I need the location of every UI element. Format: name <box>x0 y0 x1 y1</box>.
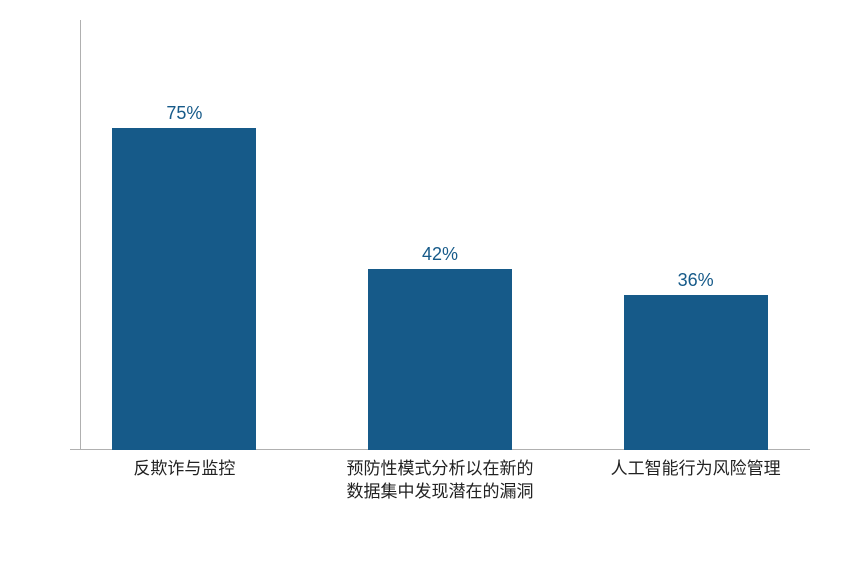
chart-plot-area: 75% 42% 36% <box>80 20 800 450</box>
bar-group-2: 36% <box>624 270 768 450</box>
category-label-2: 人工智能行为风险管理 <box>595 458 797 481</box>
bar-value-2: 36% <box>678 270 714 291</box>
bar-2 <box>624 295 768 450</box>
bar-group-0: 75% <box>112 103 256 451</box>
plot-region: 75% 42% 36% <box>80 20 800 450</box>
category-label-0: 反欺诈与监控 <box>84 458 286 481</box>
bar-1 <box>368 269 512 450</box>
category-label-1: 预防性模式分析以在新的数据集中发现潜在的漏洞 <box>339 458 541 504</box>
bar-0 <box>112 128 256 451</box>
bar-value-0: 75% <box>166 103 202 124</box>
y-axis-line <box>80 20 81 450</box>
bar-value-1: 42% <box>422 244 458 265</box>
bar-group-1: 42% <box>368 244 512 450</box>
